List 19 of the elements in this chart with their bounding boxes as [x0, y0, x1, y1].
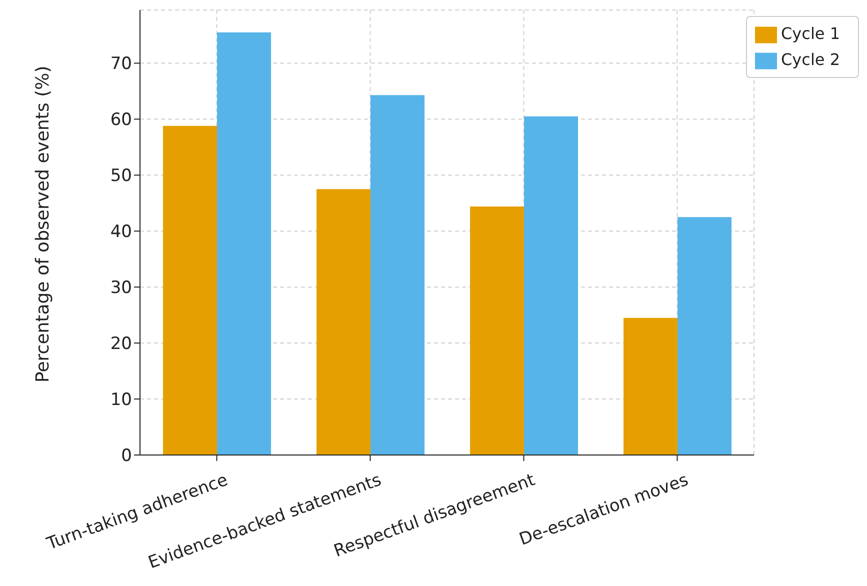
bar	[316, 189, 371, 455]
legend-label: Cycle 1	[781, 24, 840, 43]
y-tick-label: 10	[110, 390, 132, 410]
y-axis-title: Percentage of observed events (%)	[32, 66, 54, 382]
bar	[163, 126, 218, 455]
bar	[524, 116, 578, 455]
y-tick-label: 20	[110, 334, 132, 354]
y-tick-label: 70	[110, 54, 132, 74]
bar	[217, 32, 272, 455]
bar	[624, 318, 678, 455]
y-tick-label: 40	[110, 222, 132, 242]
legend-label: Cycle 2	[781, 50, 840, 69]
y-tick-label: 60	[110, 110, 132, 130]
bar	[370, 95, 425, 455]
bar	[678, 217, 732, 455]
y-tick-label: 30	[110, 278, 132, 298]
bar	[470, 206, 524, 455]
y-tick-label: 50	[110, 166, 132, 186]
y-tick-label: 0	[121, 446, 132, 466]
